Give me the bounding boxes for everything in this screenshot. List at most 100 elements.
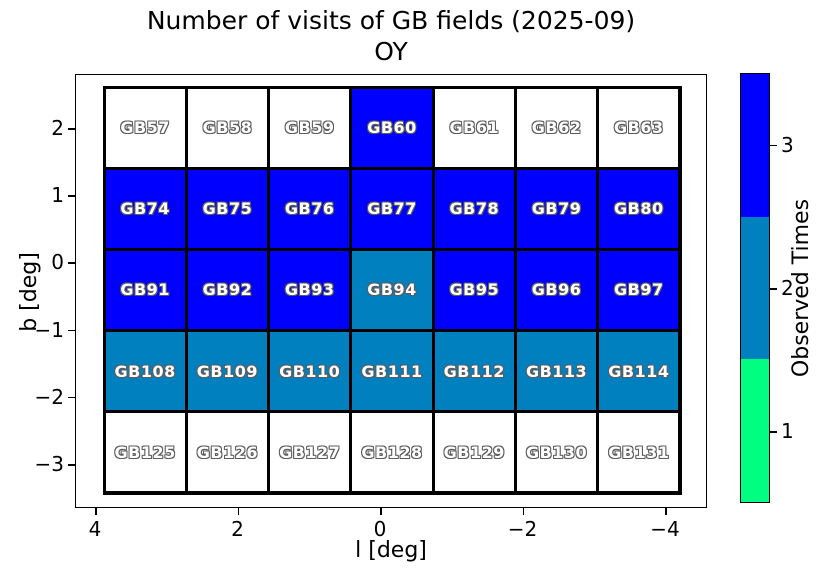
x-tick-mark	[95, 508, 97, 515]
field-cell-gb113: GB113	[516, 332, 597, 411]
field-cell-gb60: GB60	[352, 88, 432, 167]
y-tick-mark	[68, 396, 75, 399]
colorbar-tick-label: 3	[781, 132, 794, 157]
field-label: GB96	[531, 280, 582, 300]
field-cell-gb58: GB58	[187, 88, 268, 167]
field-label: GB59	[284, 118, 335, 138]
field-label: GB93	[284, 280, 335, 300]
field-label: GB95	[449, 280, 500, 300]
field-cell-gb57: GB57	[105, 88, 185, 167]
chart-title-block: Number of visits of GB fields (2025-09) …	[75, 6, 707, 67]
field-cell-gb111: GB111	[352, 332, 432, 411]
y-axis-label: b [deg]	[17, 252, 42, 332]
field-label: GB91	[120, 280, 170, 300]
y-tick-mark	[68, 262, 75, 264]
field-grid: GB57 GB58 GB59 GB60 GB61 GB62 GB63 GB74 GB75 GB76…	[102, 85, 682, 495]
field-label: GB62	[531, 118, 582, 138]
field-label: GB80	[614, 199, 664, 219]
x-tick-mark	[522, 508, 524, 515]
x-axis-label: l [deg]	[355, 538, 427, 563]
field-cell-gb77: GB77	[352, 169, 432, 248]
field-label: GB61	[449, 118, 500, 138]
colorbar-tick-label: 1	[781, 419, 794, 444]
field-cell-gb91: GB91	[105, 250, 185, 330]
field-cell-gb110: GB110	[270, 332, 350, 411]
field-cell-gb129: GB129	[434, 413, 514, 492]
chart-subtitle: OY	[374, 36, 408, 66]
field-label: GB60	[367, 118, 417, 138]
colorbar-tick-label: 2	[781, 276, 794, 300]
field-label: GB128	[361, 442, 423, 462]
x-tick-label: 2	[231, 517, 244, 541]
field-cell-gb126: GB126	[187, 413, 268, 492]
y-tick-label: −1	[34, 317, 64, 342]
field-label: GB131	[608, 442, 670, 462]
field-label: GB112	[443, 361, 505, 381]
field-label: GB58	[202, 118, 253, 138]
x-tick-mark	[665, 508, 667, 515]
field-cell-gb61: GB61	[434, 88, 514, 167]
field-label: GB74	[120, 199, 170, 219]
field-cell-gb97: GB97	[599, 250, 679, 330]
field-label: GB110	[279, 361, 341, 381]
x-tick-label: −2	[507, 517, 538, 541]
field-cell-gb114: GB114	[599, 332, 679, 411]
field-cell-gb128: GB128	[352, 413, 432, 492]
field-label: GB75	[202, 199, 253, 219]
field-label: GB125	[114, 442, 176, 462]
field-cell-gb59: GB59	[270, 88, 350, 167]
field-label: GB79	[531, 199, 582, 219]
field-cell-gb96: GB96	[516, 250, 597, 330]
y-tick-label: −3	[34, 452, 64, 476]
colorbar	[740, 73, 770, 503]
y-tick-label: −2	[34, 384, 64, 409]
x-tick-mark	[237, 508, 239, 515]
field-cell-gb95: GB95	[434, 250, 514, 330]
field-cell-gb76: GB76	[270, 169, 350, 248]
field-cell-gb112: GB112	[434, 332, 514, 411]
field-label: GB77	[367, 199, 417, 219]
field-label: GB130	[525, 442, 588, 462]
x-tick-label: 0	[373, 517, 387, 541]
field-label: GB113	[525, 361, 588, 381]
field-label: GB78	[449, 199, 500, 219]
field-label: GB76	[284, 199, 335, 219]
field-cell-gb62: GB62	[516, 88, 597, 167]
y-tick-label: 0	[51, 250, 64, 275]
field-label: GB114	[608, 361, 670, 381]
field-cell-gb130: GB130	[516, 413, 597, 492]
field-label: GB94	[367, 280, 417, 300]
chart-title: Number of visits of GB fields (2025-09)	[146, 6, 636, 35]
y-tick-mark	[68, 195, 75, 197]
colorbar-segment-1	[741, 359, 769, 503]
field-cell-gb109: GB109	[187, 332, 268, 411]
field-label: GB63	[614, 118, 664, 138]
y-tick-mark	[68, 128, 75, 130]
field-label: GB92	[202, 280, 253, 300]
field-label: GB111	[361, 361, 423, 381]
field-cell-gb79: GB79	[516, 169, 597, 248]
field-label: GB108	[114, 361, 176, 381]
field-cell-gb131: GB131	[599, 413, 679, 492]
plot-area: GB57 GB58 GB59 GB60 GB61 GB62 GB63 GB74 GB75 GB76…	[75, 74, 707, 508]
colorbar-tick-mark	[770, 144, 777, 147]
x-tick-label: −4	[650, 517, 680, 541]
field-label: GB109	[196, 361, 259, 381]
field-cell-gb108: GB108	[105, 332, 185, 411]
field-cell-gb63: GB63	[599, 88, 679, 167]
x-tick-mark	[380, 508, 382, 515]
field-cell-gb80: GB80	[599, 169, 679, 248]
field-cell-gb74: GB74	[105, 169, 185, 248]
y-tick-label: 1	[51, 183, 64, 208]
colorbar-tick-mark	[770, 431, 777, 433]
field-label: GB129	[443, 442, 505, 462]
colorbar-segment-2	[741, 216, 769, 360]
field-label: GB126	[196, 442, 259, 462]
field-cell-gb125: GB125	[105, 413, 185, 492]
colorbar-segment-3	[741, 74, 769, 217]
field-cell-gb127: GB127	[270, 413, 350, 492]
x-tick-label: 4	[88, 517, 102, 541]
field-cell-gb93: GB93	[270, 250, 350, 330]
field-label: GB57	[120, 118, 170, 138]
